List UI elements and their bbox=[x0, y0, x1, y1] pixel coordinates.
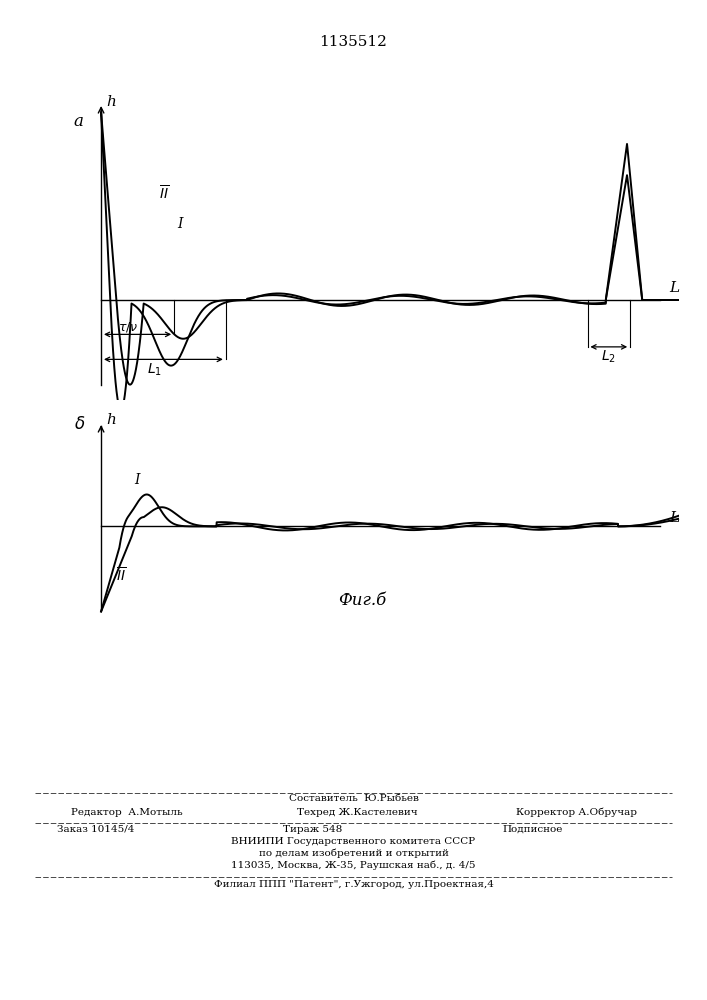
Text: Техред Ж.Кастелевич: Техред Ж.Кастелевич bbox=[297, 808, 418, 817]
Text: $\overline{II}$: $\overline{II}$ bbox=[116, 566, 127, 585]
Text: по делам изобретений и открытий: по делам изобретений и открытий bbox=[259, 848, 448, 858]
Text: 113035, Москва, Ж-35, Раушская наб., д. 4/5: 113035, Москва, Ж-35, Раушская наб., д. … bbox=[231, 860, 476, 870]
Text: $L_1$: $L_1$ bbox=[147, 361, 162, 378]
Text: Корректор А.Обручар: Корректор А.Обручар bbox=[516, 808, 637, 817]
Text: $\delta$: $\delta$ bbox=[74, 416, 85, 433]
Text: 1135512: 1135512 bbox=[320, 35, 387, 49]
Text: Заказ 10145/4: Заказ 10145/4 bbox=[57, 825, 134, 834]
Text: $\tau/\nu$: $\tau/\nu$ bbox=[118, 320, 139, 334]
Text: Редактор  А.Мотыль: Редактор А.Мотыль bbox=[71, 808, 182, 817]
Text: Тираж 548: Тираж 548 bbox=[283, 825, 342, 834]
Text: Филиал ППП "Патент", г.Ужгород, ул.Проектная,4: Филиал ППП "Патент", г.Ужгород, ул.Проек… bbox=[214, 880, 493, 889]
Text: Составитель  Ю.Рыбьев: Составитель Ю.Рыбьев bbox=[288, 794, 419, 803]
Text: L: L bbox=[670, 282, 679, 296]
Text: h: h bbox=[106, 413, 116, 427]
Text: Фuг.б: Фuг.б bbox=[339, 592, 387, 609]
Text: L: L bbox=[670, 511, 679, 525]
Text: I: I bbox=[134, 473, 140, 487]
Text: $L_2$: $L_2$ bbox=[601, 349, 616, 365]
Text: h: h bbox=[106, 95, 116, 109]
Text: a: a bbox=[74, 113, 83, 130]
Text: I: I bbox=[177, 217, 182, 231]
Text: ВНИИПИ Государственного комитета СССР: ВНИИПИ Государственного комитета СССР bbox=[231, 837, 476, 846]
Text: $\overline{II}$: $\overline{II}$ bbox=[159, 185, 169, 203]
Text: Подписное: Подписное bbox=[502, 825, 562, 834]
